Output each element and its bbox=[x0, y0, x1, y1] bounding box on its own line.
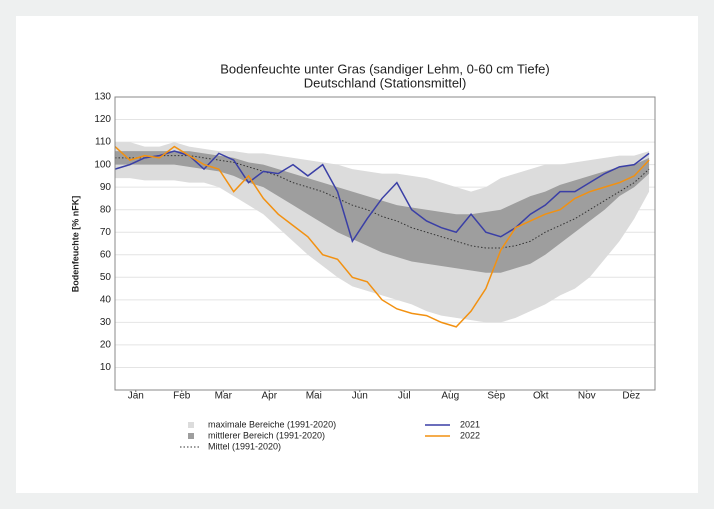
chart-subtitle: Deutschland (Stationsmittel) bbox=[304, 75, 467, 90]
plot-frame bbox=[114, 96, 656, 391]
legend-label: 2022 bbox=[460, 430, 480, 440]
y-tick-label: 90 bbox=[100, 182, 112, 193]
x-tick-label: Jul bbox=[398, 391, 411, 402]
x-tick-label: Aug bbox=[441, 391, 459, 402]
x-tick-label: Jan bbox=[128, 391, 144, 402]
legend-label: mittlerer Bereich (1991-2020) bbox=[208, 430, 325, 440]
year-line bbox=[114, 150, 650, 244]
y-tick-label: 40 bbox=[100, 294, 112, 305]
legend-swatch bbox=[188, 422, 194, 428]
y-tick-label: 20 bbox=[100, 340, 112, 351]
year-line bbox=[114, 145, 650, 328]
mean-line bbox=[115, 155, 650, 249]
x-tick-label: Dez bbox=[622, 391, 640, 402]
y-tick-label: 10 bbox=[100, 362, 112, 373]
x-tick-label: Nov bbox=[578, 391, 596, 402]
y-tick-label: 50 bbox=[100, 272, 112, 283]
y-tick-label: 130 bbox=[94, 92, 111, 103]
x-tick-label: Feb bbox=[173, 391, 191, 402]
y-tick-label: 120 bbox=[94, 114, 111, 125]
y-axis-label: Bodenfeuchte [% nFK] bbox=[70, 196, 80, 293]
x-tick-label: Sep bbox=[487, 391, 505, 402]
x-tick-label: Apr bbox=[262, 391, 278, 402]
x-tick-label: Mar bbox=[215, 391, 233, 402]
chart-title: Bodenfeuchte unter Gras (sandiger Lehm, … bbox=[220, 61, 550, 76]
legend-label: Mittel (1991-2020) bbox=[208, 441, 281, 451]
legend-label: 2021 bbox=[460, 419, 480, 429]
x-tick-label: Jun bbox=[352, 391, 368, 402]
legend-swatch bbox=[188, 433, 194, 439]
x-tick-label: Mai bbox=[306, 391, 322, 402]
x-tick-label: Okt bbox=[533, 391, 549, 402]
y-tick-label: 110 bbox=[95, 137, 111, 148]
legend-label: maximale Bereiche (1991-2020) bbox=[208, 419, 336, 429]
y-tick-label: 80 bbox=[100, 204, 112, 215]
y-tick-label: 60 bbox=[100, 249, 112, 260]
y-tick-label: 70 bbox=[100, 227, 112, 238]
y-tick-label: 30 bbox=[100, 317, 112, 328]
y-tick-label: 100 bbox=[94, 159, 111, 170]
